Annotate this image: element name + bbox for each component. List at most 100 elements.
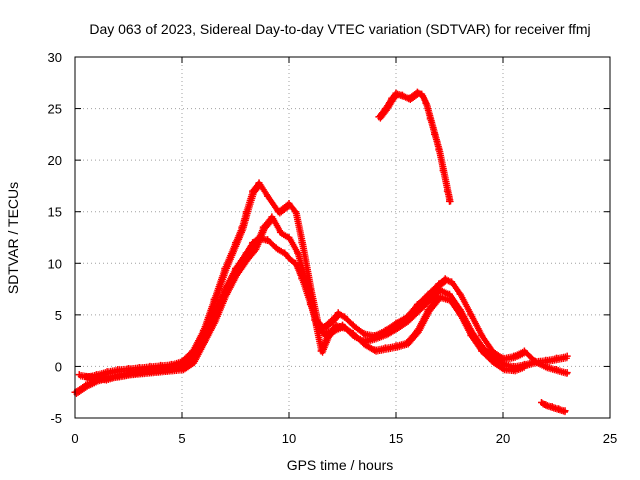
data-point	[520, 347, 528, 355]
data-point	[324, 331, 332, 339]
data-point	[413, 301, 421, 309]
data-point	[264, 192, 272, 200]
x-tick-label: 20	[496, 431, 510, 446]
data-point	[443, 187, 451, 195]
data-point	[456, 311, 464, 319]
data-point	[542, 401, 550, 409]
y-tick-label: 25	[48, 102, 62, 117]
data-point	[435, 146, 443, 154]
data-point	[510, 352, 518, 360]
data-point	[381, 105, 389, 113]
data-point	[210, 295, 218, 303]
series-track-4	[375, 88, 454, 205]
x-tick-label: 5	[178, 431, 185, 446]
data-point	[232, 270, 239, 278]
data-point	[285, 254, 293, 262]
data-point	[478, 331, 486, 339]
data-point	[538, 399, 546, 407]
data-point	[276, 228, 284, 236]
data-point	[272, 244, 280, 252]
tick-labels: 0 5 10 15 20 25 -5 0 5 10 15 20 25 30	[48, 50, 618, 446]
data-point	[553, 366, 560, 374]
data-point	[221, 264, 229, 272]
data-point	[431, 130, 439, 138]
data-point	[298, 239, 306, 247]
data-point	[75, 371, 83, 379]
data-point	[88, 373, 96, 381]
data-point	[360, 329, 368, 337]
x-tick-label: 25	[603, 431, 617, 446]
data-point	[448, 278, 456, 286]
data-point	[403, 339, 411, 347]
data-point	[398, 91, 406, 99]
data-point	[360, 340, 368, 348]
data-point	[555, 405, 563, 413]
y-tick-label: 5	[55, 308, 62, 323]
x-tick-label: 15	[389, 431, 403, 446]
data-point	[249, 187, 257, 195]
data-point	[251, 244, 259, 252]
y-tick-label: -5	[50, 411, 62, 426]
data-point	[199, 337, 207, 345]
data-point	[242, 208, 250, 216]
data-point	[531, 357, 539, 365]
data-point	[139, 367, 147, 375]
data-point	[264, 236, 272, 244]
data-point	[418, 90, 426, 98]
data-point	[210, 316, 218, 324]
x-axis-title: GPS time / hours	[287, 457, 394, 473]
data-point	[499, 364, 507, 372]
data-point	[165, 364, 173, 372]
data-point	[268, 213, 276, 221]
data-point	[388, 94, 396, 102]
data-point	[152, 366, 160, 374]
data-point	[542, 362, 550, 370]
data-point	[274, 208, 282, 216]
data-point	[285, 234, 293, 241]
data-point	[328, 316, 336, 324]
data-point	[285, 199, 293, 207]
data-point	[435, 280, 443, 288]
data-point	[392, 342, 400, 350]
data-point	[199, 326, 207, 334]
data-point	[127, 369, 135, 377]
data-point	[189, 352, 197, 360]
y-tick-label: 0	[55, 359, 62, 374]
data-point	[255, 179, 263, 187]
data-point	[520, 361, 528, 369]
data-point	[302, 280, 310, 288]
data-point	[392, 89, 400, 97]
data-point	[114, 371, 122, 379]
data-points	[71, 88, 571, 416]
data-point	[563, 352, 571, 360]
data-point	[426, 115, 434, 123]
data-point	[281, 249, 289, 257]
data-point	[488, 347, 496, 355]
data-point	[82, 381, 90, 389]
data-point	[349, 321, 357, 329]
data-point	[424, 290, 432, 298]
data-point	[413, 326, 421, 334]
data-point	[392, 319, 400, 327]
data-point	[499, 354, 507, 362]
data-point	[510, 366, 518, 374]
data-point	[561, 407, 569, 415]
tick-marks	[74, 56, 611, 419]
data-point	[317, 347, 325, 355]
chart-title: Day 063 of 2023, Sidereal Day-to-day VTE…	[89, 21, 590, 37]
data-point	[478, 347, 486, 355]
data-point	[381, 326, 389, 334]
data-point	[294, 249, 302, 257]
y-tick-label: 20	[48, 153, 62, 168]
data-point	[238, 223, 246, 231]
data-point	[439, 166, 447, 174]
data-point	[422, 99, 430, 107]
data-point	[435, 292, 443, 300]
data-point	[371, 346, 379, 354]
data-point	[232, 239, 239, 247]
series-track-3	[75, 213, 528, 384]
data-point	[371, 331, 379, 339]
y-tick-label: 30	[48, 50, 62, 65]
data-point	[381, 344, 389, 352]
